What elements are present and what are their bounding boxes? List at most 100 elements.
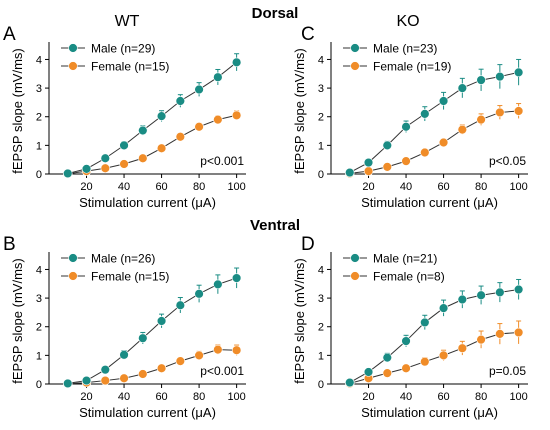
x-tick-label: 20 — [362, 391, 374, 403]
data-point — [231, 345, 242, 355]
data-point — [156, 143, 167, 153]
legend-marker — [350, 253, 360, 263]
data-point — [194, 350, 204, 361]
p-value-annotation: p<0.05 — [489, 154, 526, 168]
y-axis-label: fEPSP slope (mV/ms) — [10, 258, 25, 383]
legend-marker — [68, 61, 78, 71]
data-point — [363, 166, 374, 176]
data-point — [420, 356, 430, 367]
legend-label: Female (n=8) — [373, 270, 445, 284]
y-tick-label: 2 — [318, 112, 324, 124]
data-point — [363, 157, 374, 168]
header-ko: KO — [396, 13, 419, 30]
data-point — [495, 287, 505, 298]
data-point — [495, 107, 505, 118]
data-point — [213, 344, 223, 355]
series-male — [63, 53, 242, 179]
data-point — [476, 75, 486, 85]
data-point — [119, 373, 129, 383]
x-tick-label: 60 — [437, 391, 449, 403]
data-point — [194, 289, 204, 299]
data-point — [156, 111, 167, 121]
panel-letter: A — [3, 24, 16, 45]
data-point — [213, 72, 223, 82]
data-point — [231, 57, 242, 68]
data-point — [138, 125, 148, 136]
y-axis-label: fEPSP slope (mV/ms) — [10, 48, 25, 173]
series-line — [349, 331, 519, 384]
x-tick-label: 60 — [155, 181, 167, 193]
panel-a: A 0 1 2 3 4 20 40 60 80 100 Stimulation current (μA… — [3, 24, 246, 210]
data-point — [119, 140, 129, 151]
y-axis-label: fEPSP slope (mV/ms) — [292, 258, 307, 383]
data-point — [401, 156, 411, 166]
data-point — [213, 114, 223, 125]
data-point — [194, 84, 204, 95]
x-tick-label: 80 — [475, 181, 487, 193]
p-value-annotation: p<0.001 — [200, 364, 244, 378]
y-tick-label: 2 — [318, 322, 324, 334]
data-point — [382, 352, 392, 363]
data-point — [175, 300, 186, 310]
y-tick-label: 1 — [318, 140, 324, 152]
data-point — [382, 140, 392, 151]
x-tick-label: 20 — [362, 181, 374, 193]
data-point — [513, 327, 524, 338]
y-tick-label: 2 — [36, 322, 42, 334]
x-tick-label: 80 — [193, 391, 205, 403]
series-female — [63, 344, 242, 389]
data-point — [401, 336, 411, 346]
panel-letter: B — [3, 234, 16, 255]
data-point — [100, 364, 110, 375]
data-point — [495, 329, 505, 339]
data-point — [345, 167, 355, 178]
series-male — [63, 267, 242, 389]
x-tick-label: 40 — [400, 181, 412, 193]
x-axis-label: Stimulation current (μA) — [361, 195, 498, 210]
header-wt: WT — [115, 13, 140, 30]
panels: A 0 1 2 3 4 20 40 60 80 1 0 0 Stimulation current (μA… — [3, 24, 528, 420]
series-line — [349, 71, 519, 174]
y-tick-label: 0 — [36, 379, 42, 391]
data-point — [513, 67, 524, 78]
data-point — [513, 106, 524, 116]
y-tick-label: 0 — [36, 169, 42, 181]
data-point — [100, 163, 110, 173]
y-tick-label: 1 — [36, 140, 42, 152]
series-line — [349, 289, 519, 384]
data-point — [100, 153, 110, 163]
y-tick-label: 2 — [36, 112, 42, 124]
y-tick-label: 3 — [318, 83, 324, 95]
y-tick-label: 1 — [318, 350, 324, 362]
y-tick-label: 3 — [36, 83, 42, 95]
x-tick-label: 80 — [475, 391, 487, 403]
data-point — [457, 124, 468, 135]
data-point — [119, 350, 129, 360]
data-point — [63, 378, 73, 389]
data-point — [438, 303, 449, 313]
header-dorsal: Dorsal — [252, 5, 299, 22]
header-ventral: Ventral — [250, 217, 300, 234]
legend-marker — [350, 43, 360, 53]
series-line — [67, 61, 237, 174]
y-tick-label: 4 — [36, 54, 42, 66]
legend-label: Male (n=29) — [91, 42, 155, 56]
x-tick-label: 80 — [193, 181, 205, 193]
x-axis-label: Stimulation current (μA) — [361, 405, 498, 420]
x-axis-label: Stimulation current (μA) — [79, 195, 216, 210]
x-tick-label: 40 — [400, 391, 412, 403]
x-tick-label: 40 — [118, 391, 130, 403]
data-point — [438, 350, 449, 361]
legend-marker — [68, 253, 78, 263]
data-point — [420, 317, 430, 328]
y-tick-label: 4 — [318, 54, 324, 66]
data-point — [420, 147, 430, 158]
data-point — [81, 164, 92, 174]
legend-label: Male (n=21) — [373, 252, 437, 266]
data-point — [457, 343, 468, 353]
y-tick-label: 1 — [36, 350, 42, 362]
legend-marker — [68, 271, 78, 281]
y-tick-label: 0 — [318, 379, 324, 391]
series-line — [67, 114, 237, 175]
